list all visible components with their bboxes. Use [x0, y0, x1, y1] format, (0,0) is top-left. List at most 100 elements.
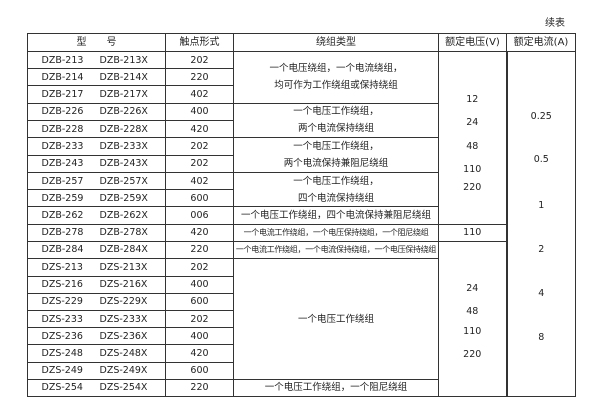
current-value: 2 — [538, 244, 545, 255]
model: DZB-278 — [41, 227, 84, 239]
model: DZB-233 — [41, 140, 84, 152]
model-cell: DZS-216 DZS-216X — [27, 275, 166, 294]
model-x: DZB-259X — [99, 192, 148, 204]
model: DZB-213 — [41, 54, 84, 66]
current-value: 0.25 — [530, 111, 552, 122]
model: DZS-254 — [41, 382, 83, 394]
table-row: DZS-233 DZS-233X 202 — [27, 310, 576, 329]
contact-cell: 420 — [165, 119, 234, 139]
header-model: 型 号 — [27, 33, 166, 52]
contact-cell: 220 — [165, 240, 234, 260]
model-x: DZS-248X — [99, 348, 148, 360]
model-cell: DZB-213 DZB-213X — [27, 50, 166, 70]
continued-label: 续表 — [545, 18, 565, 29]
winding-cell: 一个电压工作绕组， 两个电流保持绕组 — [233, 102, 439, 139]
contact-cell: 600 — [165, 361, 234, 380]
model: DZS-233 — [41, 313, 83, 325]
model: DZB-214 — [41, 71, 84, 83]
model: DZB-226 — [41, 106, 84, 118]
model-x: DZB-217X — [99, 88, 148, 100]
table-row: DZS-216 DZS-216X 400 — [27, 275, 576, 294]
table-row: DZB-284 DZB-284X 220 一个电流工作绕组，一个电流保持绕组，一个电压… — [27, 240, 576, 398]
relay-spec-table: 型 号 触点形式 绕组类型 额定电压(V) 额定电流(A) DZB-213 DZB… — [27, 33, 576, 398]
contact-cell: 420 — [165, 223, 234, 242]
header-current: 额定电流(A) — [506, 33, 576, 52]
contact-cell: 220 — [165, 378, 234, 398]
model-cell: DZB-262 DZB-262X — [27, 206, 166, 225]
model-cell: DZS-249 DZS-249X — [27, 361, 166, 380]
header-winding: 绕组类型 — [233, 33, 439, 52]
model-cell: DZB-278 DZB-278X — [27, 223, 166, 242]
winding-cell: 一个电压工作绕组， 两个电流保持兼阻尼绕组 — [233, 137, 439, 173]
winding-cell: 一个电流工作绕组，一个电流保持绕组，一个电压保持绕组 — [233, 240, 439, 260]
model-x: DZS-213X — [99, 261, 148, 273]
current-value: 4 — [538, 288, 545, 299]
model: DZS-216 — [41, 279, 83, 291]
model-cell: DZB-257 DZB-257X — [27, 171, 166, 191]
model-cell: DZS-254 DZS-254X — [27, 378, 166, 398]
model-x: DZS-236X — [99, 330, 148, 342]
table-row: DZS-236 DZS-236X 400 — [27, 327, 576, 346]
contact-cell: 202 — [165, 258, 234, 277]
winding-line: 一个电压工作绕组， — [293, 106, 379, 118]
voltage-value: 12 — [466, 94, 479, 105]
contact-cell: 420 — [165, 344, 234, 363]
contact-cell: 400 — [165, 327, 234, 346]
winding-line: 一个电压绕组，一个电流绕组， — [269, 63, 403, 75]
model: DZB-217 — [41, 88, 84, 100]
model-cell: DZB-214 DZB-214X — [27, 68, 166, 87]
model-x: DZB-262X — [99, 210, 148, 222]
model-x: DZS-229X — [99, 296, 148, 308]
voltage-value: 48 — [466, 305, 479, 317]
model: DZS-236 — [41, 330, 83, 342]
header-row: 型 号 触点形式 绕组类型 额定电压(V) 额定电流(A) — [27, 33, 576, 52]
model-x: DZB-278X — [99, 227, 148, 239]
model-cell: DZS-236 DZS-236X — [27, 327, 166, 346]
winding-cell: 一个电压工作绕组 — [233, 258, 439, 380]
model-cell: DZB-284 DZB-284X — [27, 240, 166, 260]
model-x: DZB-243X — [99, 158, 148, 170]
table-row: DZS-213 DZS-213X 202 一个电压工作绕组 — [27, 258, 576, 380]
current-value: 8 — [538, 332, 545, 343]
table-row: DZB-262 DZB-262X 006 一个电压工作绕组，四个电流保持兼阻尼绕组 — [27, 206, 576, 225]
model-x: DZB-233X — [99, 140, 148, 152]
voltage-value: 220 — [463, 182, 482, 193]
table-row: DZB-257 DZB-257X 402 一个电压工作绕组， 四个电流保持绕组 — [27, 171, 576, 208]
contact-cell: 220 — [165, 68, 234, 87]
model: DZS-248 — [41, 348, 83, 360]
model-x: DZS-249X — [99, 365, 148, 377]
winding-cell: 一个电压工作绕组，四个电流保持兼阻尼绕组 — [233, 206, 439, 225]
voltage-value: 220 — [463, 348, 482, 360]
model: DZB-259 — [41, 192, 84, 204]
model-x: DZS-233X — [99, 313, 148, 325]
model: DZB-228 — [41, 123, 84, 135]
model: DZB-257 — [41, 175, 84, 187]
contact-cell: 202 — [165, 50, 234, 70]
model-cell: DZS-248 DZS-248X — [27, 344, 166, 363]
table-row: DZB-278 DZB-278X 420 一个电流工作绕组，一个电压保持绕组，一个阻尼… — [27, 223, 576, 242]
winding-line: 两个电流保持绕组 — [297, 123, 374, 135]
voltage-value: 110 — [463, 325, 482, 337]
model-cell: DZS-213 DZS-213X — [27, 258, 166, 277]
header-contact: 触点形式 — [165, 33, 234, 52]
model-x: DZB-226X — [99, 106, 148, 118]
model: DZS-229 — [41, 296, 83, 308]
voltage-value: 24 — [466, 282, 479, 294]
contact-cell: 202 — [165, 310, 234, 329]
current-value: 1 — [538, 200, 545, 211]
winding-line: 均可作为工作绕组或保持绕组 — [274, 80, 398, 92]
model: DZS-213 — [41, 261, 83, 273]
voltage-value: 48 — [466, 141, 479, 152]
winding-line: 一个电压工作绕组， — [293, 175, 379, 187]
current-value: 0.5 — [533, 154, 549, 165]
contact-cell: 202 — [165, 154, 234, 173]
winding-cell: 一个电流工作绕组，一个电压保持绕组，一个阻尼绕组 — [233, 223, 439, 242]
model: DZB-262 — [41, 210, 84, 222]
model-x: DZB-228X — [99, 123, 148, 135]
contact-cell: 400 — [165, 275, 234, 294]
model-x: DZB-257X — [99, 175, 148, 187]
model-cell: DZB-259 DZB-259X — [27, 189, 166, 208]
voltage-cell: 24 48 110 220 — [438, 240, 507, 398]
model-x: DZB-284X — [99, 244, 148, 256]
winding-cell: 一个电压工作绕组，一个阻尼绕组 — [233, 378, 439, 398]
